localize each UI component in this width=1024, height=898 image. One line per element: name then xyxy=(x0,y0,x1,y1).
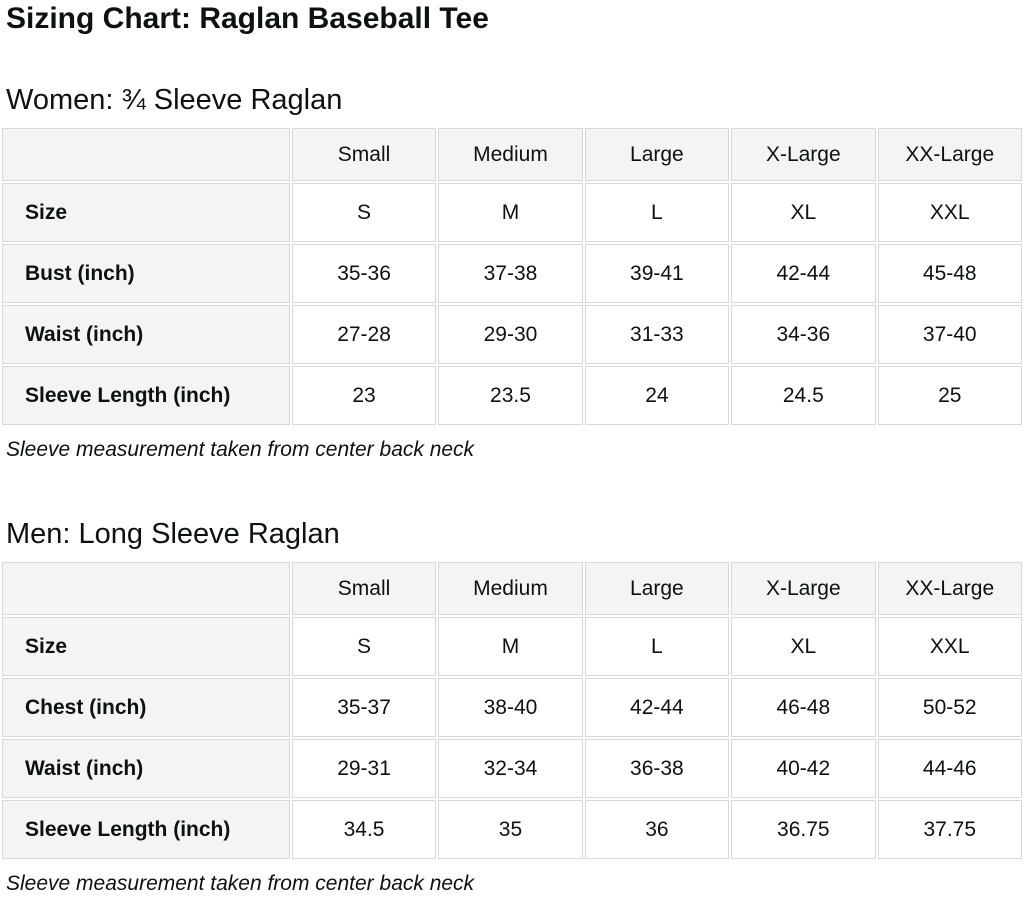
value-cell: 40-42 xyxy=(731,739,876,798)
men-sleeve-note: Sleeve measurement taken from center bac… xyxy=(6,872,475,895)
value-cell: 39-41 xyxy=(584,244,730,303)
value-cell: 37-38 xyxy=(438,244,583,303)
value-cell: 24 xyxy=(584,366,730,425)
row-label: Bust (inch) xyxy=(2,244,290,303)
table-row: Waist (inch) 29-31 32-34 36-38 40-42 44-46 xyxy=(2,739,1022,798)
table-row: Waist (inch) 27-28 29-30 31-33 34-36 37-40 xyxy=(2,305,1022,364)
value-cell: 38-40 xyxy=(438,678,583,737)
value-cell: 34-36 xyxy=(731,305,876,364)
table-row: Size S M L XL XXL xyxy=(2,183,1022,242)
value-cell: 35-36 xyxy=(291,244,437,303)
value-cell: XXL xyxy=(877,183,1022,242)
value-cell: M xyxy=(438,183,583,242)
row-label: Size xyxy=(2,183,290,242)
value-cell: 31-33 xyxy=(584,305,730,364)
row-label: Waist (inch) xyxy=(2,305,290,364)
women-sizing-table: Small Medium Large X-Large XX-Large Size S M L XL… xyxy=(0,126,1024,427)
value-cell: 27-28 xyxy=(291,305,437,364)
value-cell: L xyxy=(584,183,730,242)
table-row: Sleeve Length (inch) 34.5 35 36 36.75 37.75 xyxy=(2,800,1022,859)
value-cell: 24.5 xyxy=(731,366,876,425)
value-cell: 34.5 xyxy=(291,800,437,859)
value-cell: XXL xyxy=(877,617,1022,676)
header-row: Small Medium Large X-Large XX-Large xyxy=(2,128,1022,181)
column-header: Medium xyxy=(438,128,583,181)
header-row: Small Medium Large X-Large XX-Large xyxy=(2,562,1022,615)
column-header: Small xyxy=(291,562,437,615)
value-cell: 45-48 xyxy=(877,244,1022,303)
column-header: Small xyxy=(291,128,437,181)
value-cell: XL xyxy=(731,183,876,242)
value-cell: 23.5 xyxy=(438,366,583,425)
column-header: Large xyxy=(584,128,730,181)
value-cell: M xyxy=(438,617,583,676)
value-cell: 25 xyxy=(877,366,1022,425)
value-cell: 29-31 xyxy=(291,739,437,798)
table-row: Chest (inch) 35-37 38-40 42-44 46-48 50-52 xyxy=(2,678,1022,737)
column-header: Medium xyxy=(438,562,583,615)
value-cell: 36 xyxy=(584,800,730,859)
row-label: Chest (inch) xyxy=(2,678,290,737)
women-sleeve-note: Sleeve measurement taken from center bac… xyxy=(6,438,475,461)
table-row: Size S M L XL XXL xyxy=(2,617,1022,676)
corner-cell xyxy=(2,562,290,615)
value-cell: 32-34 xyxy=(438,739,583,798)
column-header: XX-Large xyxy=(877,562,1022,615)
page-title: Sizing Chart: Raglan Baseball Tee xyxy=(6,2,489,35)
value-cell: 44-46 xyxy=(877,739,1022,798)
value-cell: 50-52 xyxy=(877,678,1022,737)
table-row: Bust (inch) 35-36 37-38 39-41 42-44 45-48 xyxy=(2,244,1022,303)
value-cell: 36.75 xyxy=(731,800,876,859)
men-sizing-section: Men: Long Sleeve Raglan Small Medium Large… xyxy=(0,517,1024,898)
table-row: Sleeve Length (inch) 23 23.5 24 24.5 25 xyxy=(2,366,1022,425)
value-cell: 36-38 xyxy=(584,739,730,798)
value-cell: S xyxy=(291,617,437,676)
men-section-heading: Men: Long Sleeve Raglan xyxy=(6,518,340,550)
men-sizing-table: Small Medium Large X-Large XX-Large Size S M L XL… xyxy=(0,560,1024,861)
column-header: X-Large xyxy=(731,562,876,615)
value-cell: 46-48 xyxy=(731,678,876,737)
value-cell: 23 xyxy=(291,366,437,425)
value-cell: 37.75 xyxy=(877,800,1022,859)
value-cell: 35 xyxy=(438,800,583,859)
value-cell: 42-44 xyxy=(731,244,876,303)
column-header: Large xyxy=(584,562,730,615)
row-label: Sleeve Length (inch) xyxy=(2,800,290,859)
row-label: Size xyxy=(2,617,290,676)
row-label: Waist (inch) xyxy=(2,739,290,798)
value-cell: 29-30 xyxy=(438,305,583,364)
value-cell: 37-40 xyxy=(877,305,1022,364)
column-header: X-Large xyxy=(731,128,876,181)
women-section-heading: Women: ¾ Sleeve Raglan xyxy=(6,84,343,116)
value-cell: S xyxy=(291,183,437,242)
corner-cell xyxy=(2,128,290,181)
women-sizing-section: Women: ¾ Sleeve Raglan Small Medium Large X… xyxy=(0,83,1024,464)
value-cell: XL xyxy=(731,617,876,676)
value-cell: 35-37 xyxy=(291,678,437,737)
column-header: XX-Large xyxy=(877,128,1022,181)
value-cell: 42-44 xyxy=(584,678,730,737)
row-label: Sleeve Length (inch) xyxy=(2,366,290,425)
value-cell: L xyxy=(584,617,730,676)
